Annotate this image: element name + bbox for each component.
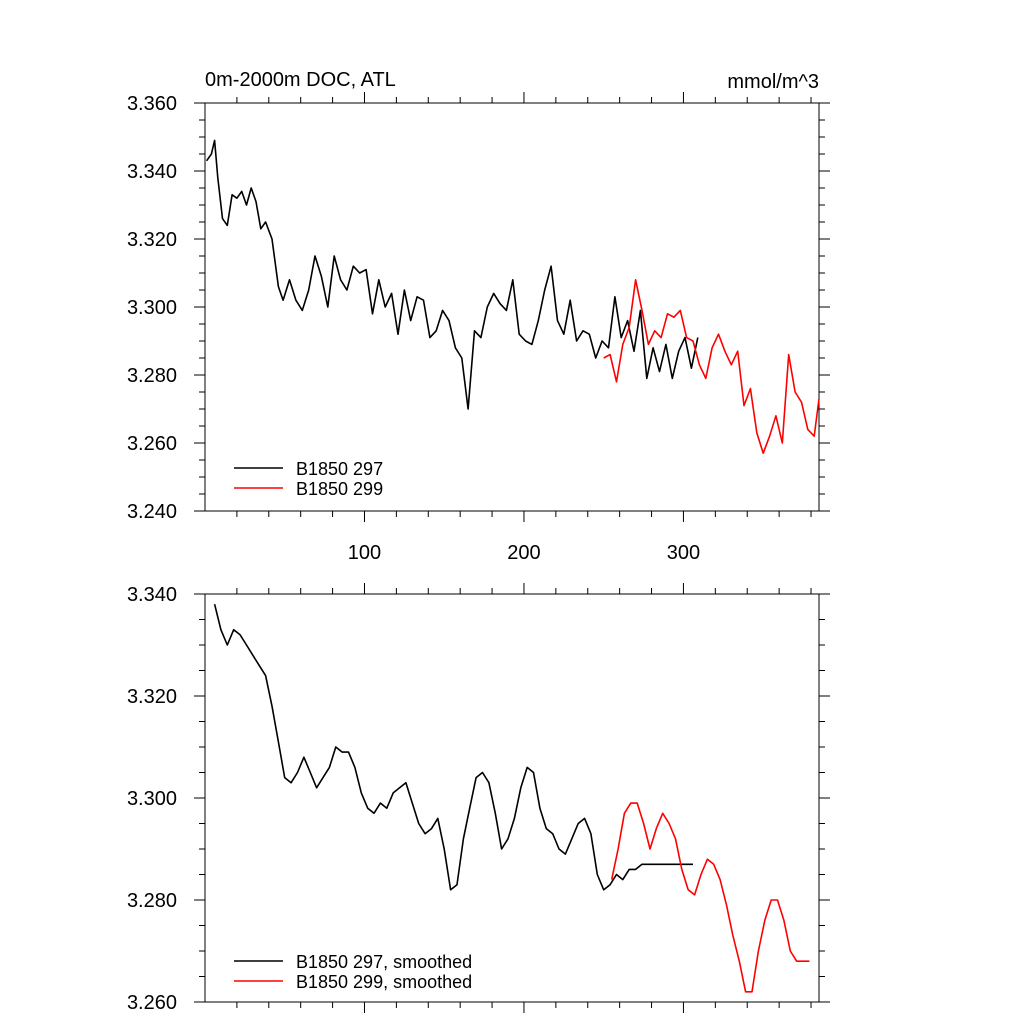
chart-units: mmol/m^3	[727, 71, 819, 93]
y-tick-label: 3.260	[127, 433, 177, 455]
y-tick-label: 3.360	[127, 93, 177, 115]
x-tick-label: 200	[507, 542, 540, 564]
x-tick-label: 100	[348, 542, 381, 564]
series-line-2	[610, 802, 810, 993]
x-tick-label: 300	[667, 542, 700, 564]
y-tick-label: 3.320	[127, 686, 177, 708]
y-tick-label: 3.280	[127, 890, 177, 912]
y-tick-label: 3.280	[127, 365, 177, 387]
series-line-1	[205, 139, 699, 410]
legend-label-2: B1850 299	[296, 479, 383, 499]
series-line-1	[213, 604, 693, 891]
y-tick-label: 3.320	[127, 229, 177, 251]
plot-frame	[204, 102, 820, 512]
y-tick-label: 3.340	[127, 161, 177, 183]
y-tick-label: 3.240	[127, 501, 177, 523]
legend-label-2: B1850 299, smoothed	[296, 972, 472, 992]
y-tick-label: 3.300	[127, 788, 177, 810]
legend-label-1: B1850 297, smoothed	[296, 952, 472, 972]
top-panel: 3.240 3.260 3.280 3.300 3.320 3.340 3.360 100 20…	[127, 69, 830, 564]
y-tick-label: 3.300	[127, 297, 177, 319]
chart-title: 0m-2000m DOC, ATL	[205, 69, 396, 91]
legend-label-1: B1850 297	[296, 459, 383, 479]
plot-frame	[204, 593, 820, 1003]
series-line-2	[603, 278, 820, 455]
bottom-panel: 3.260 3.280 3.300 3.320 3.340 B1850 297, smoo…	[127, 583, 830, 1014]
y-tick-label: 3.340	[127, 584, 177, 606]
y-tick-label: 3.260	[127, 992, 177, 1014]
